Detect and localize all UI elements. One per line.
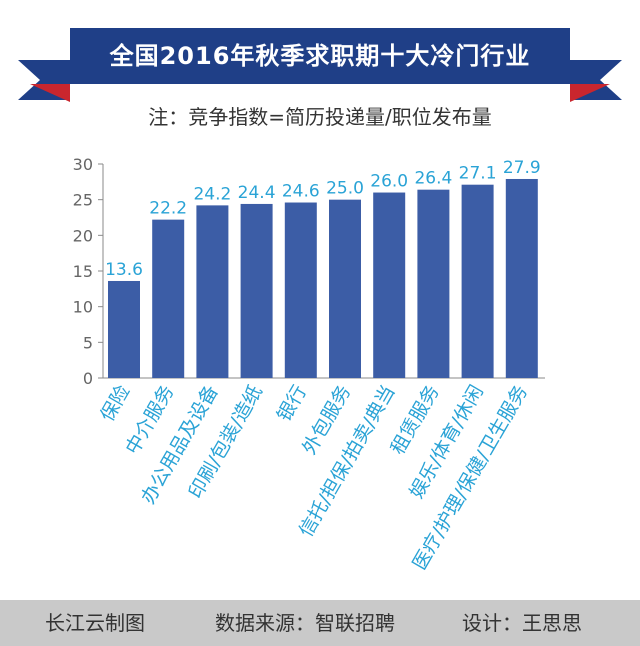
bar	[196, 205, 229, 378]
value-label: 24.2	[193, 184, 231, 204]
bar	[108, 280, 140, 378]
bar	[373, 192, 406, 378]
bars	[108, 178, 538, 378]
title-banner: 全国2016年秋季求职期十大冷门行业	[0, 0, 640, 110]
bar	[240, 203, 273, 378]
value-label: 27.9	[503, 158, 541, 178]
bar	[284, 202, 317, 378]
chart-title: 全国2016年秋季求职期十大冷门行业	[109, 42, 531, 70]
bar	[417, 189, 450, 378]
value-label: 13.6	[105, 260, 143, 280]
y-tick-label: 20	[73, 226, 93, 245]
value-label: 26.4	[414, 169, 452, 189]
value-label: 26.0	[370, 172, 408, 192]
y-tick-label: 10	[73, 298, 93, 317]
value-label: 25.0	[326, 179, 364, 199]
value-label: 24.4	[238, 183, 276, 203]
x-tick-label: 保险	[96, 382, 134, 426]
bar	[329, 199, 361, 378]
y-tick-label: 0	[83, 369, 93, 388]
value-label: 22.2	[149, 199, 187, 219]
bar	[505, 178, 538, 378]
chart-note: 注：竞争指数=简历投递量/职位发布量	[148, 105, 492, 129]
bar	[461, 184, 494, 378]
y-tick-label: 30	[73, 155, 93, 174]
y-tick-label: 5	[83, 333, 93, 352]
bar	[152, 219, 185, 378]
y-tick-label: 15	[73, 262, 93, 281]
value-labels: 13.6 22.2 24.2 24.4 24.6 25.0 26.0 26.4 27.1 27.9	[105, 158, 541, 280]
x-tick-label: 银行	[273, 382, 311, 426]
y-tick-label: 25	[73, 191, 93, 210]
bar-chart: 0 5 10 15 20 25 30 13.6 22.2 24.2 24.4 24.6 25.0 26.…	[73, 155, 545, 574]
banner-shape	[18, 28, 622, 102]
value-label: 24.6	[282, 182, 320, 202]
footer-design: 设计：王思思	[462, 611, 582, 635]
footer-source: 数据来源：智联招聘	[215, 611, 395, 635]
value-label: 27.1	[459, 164, 497, 184]
footer-brand: 长江云制图	[45, 611, 145, 635]
footer-bar: 长江云制图 数据来源：智联招聘 设计：王思思	[0, 600, 640, 646]
